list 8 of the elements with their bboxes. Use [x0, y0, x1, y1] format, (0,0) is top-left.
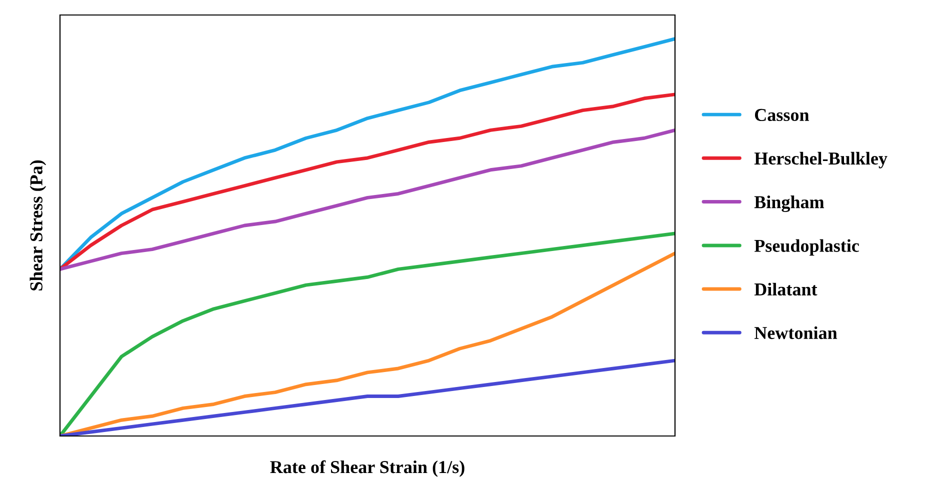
legend-label: Pseudoplastic: [754, 239, 859, 256]
legend-label: Herschel-Bulkley: [754, 152, 888, 168]
legend-label: Bingham: [754, 196, 824, 212]
legend-label: Newtonian: [754, 326, 838, 340]
x-axis-title: Rate of Shear Strain (1/s): [270, 460, 464, 477]
y-axis-title: Shear Stress (Pa): [30, 160, 46, 290]
legend-label: Casson: [754, 108, 810, 122]
legend-label: Dilatant: [754, 282, 818, 296]
